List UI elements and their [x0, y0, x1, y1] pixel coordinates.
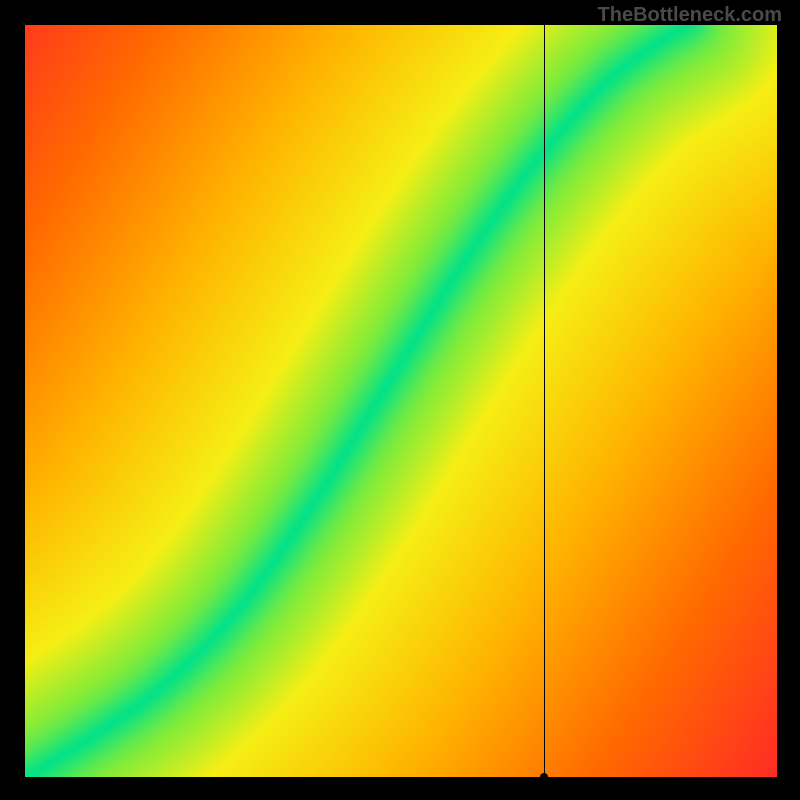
chart-container: TheBottleneck.com — [0, 0, 800, 800]
bottleneck-heatmap — [25, 25, 777, 777]
watermark-text: TheBottleneck.com — [598, 4, 782, 27]
